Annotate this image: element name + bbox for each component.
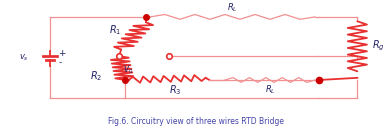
Text: -: - xyxy=(58,58,62,67)
Text: $R_1$: $R_1$ xyxy=(109,23,122,37)
Text: $R_3$: $R_3$ xyxy=(169,83,181,97)
Text: $V_0$: $V_0$ xyxy=(123,64,133,76)
Text: $R_L$: $R_L$ xyxy=(227,2,238,14)
Text: $v_s$: $v_s$ xyxy=(19,53,29,63)
Text: Fig.6. Circuitry view of three wires RTD Bridge: Fig.6. Circuitry view of three wires RTD… xyxy=(108,117,284,126)
Text: $R_g$: $R_g$ xyxy=(372,39,385,54)
Text: +: + xyxy=(58,49,66,58)
Text: $R_L$: $R_L$ xyxy=(265,84,275,96)
Text: $R_2$: $R_2$ xyxy=(90,69,102,83)
